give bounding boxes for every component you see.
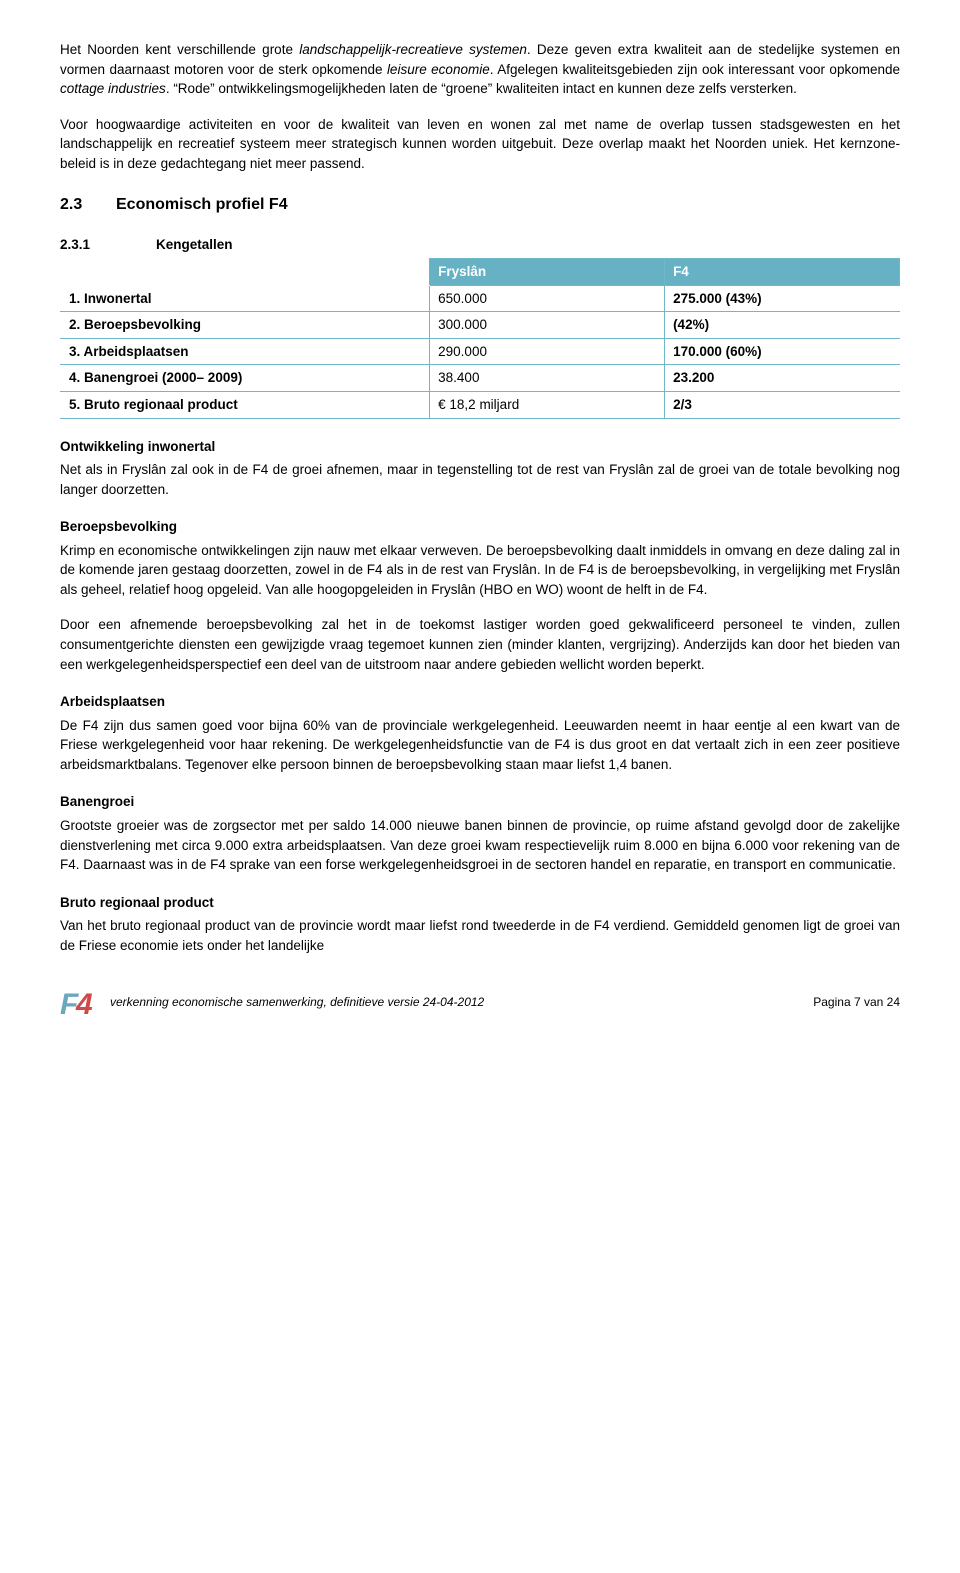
heading-banengroei: Banengroei <box>60 792 900 812</box>
subsection-heading: 2.3.1Kengetallen <box>60 235 900 255</box>
table-row: 3. Arbeidsplaatsen 290.000 170.000 (60%) <box>61 338 900 365</box>
heading-bruto: Bruto regionaal product <box>60 893 900 913</box>
table-cell: 2. Beroepsbevolking <box>61 312 430 339</box>
f4-logo-icon: F 4 <box>60 985 100 1013</box>
section-title: Economisch profiel F4 <box>116 196 288 213</box>
paragraph-intro-2: Voor hoogwaardige activiteiten en voor d… <box>60 115 900 174</box>
table-cell: 170.000 (60%) <box>665 338 900 365</box>
table-row: 1. Inwonertal 650.000 275.000 (43%) <box>61 285 900 312</box>
paragraph-intro-1: Het Noorden kent verschillende grote lan… <box>60 40 900 99</box>
table-header-f4: F4 <box>665 259 900 286</box>
table-cell: 1. Inwonertal <box>61 285 430 312</box>
table-cell: 5. Bruto regionaal product <box>61 391 430 418</box>
table-cell: 38.400 <box>430 365 665 392</box>
table-cell: 3. Arbeidsplaatsen <box>61 338 430 365</box>
table-cell: 650.000 <box>430 285 665 312</box>
subsection-number: 2.3.1 <box>60 235 156 255</box>
table-row: 5. Bruto regionaal product € 18,2 miljar… <box>61 391 900 418</box>
table-cell: 4. Banengroei (2000– 2009) <box>61 365 430 392</box>
table-cell: 300.000 <box>430 312 665 339</box>
paragraph-bruto: Van het bruto regionaal product van de p… <box>60 916 900 955</box>
footer-page-number: Pagina 7 van 24 <box>813 994 900 1013</box>
footer-left: F 4 verkenning economische samenwerking,… <box>60 985 484 1013</box>
heading-arbeidsplaatsen: Arbeidsplaatsen <box>60 692 900 712</box>
paragraph-beroeps-1: Krimp en economische ontwikkelingen zijn… <box>60 541 900 600</box>
heading-beroepsbevolking: Beroepsbevolking <box>60 517 900 537</box>
subsection-title: Kengetallen <box>156 237 233 252</box>
footer-doc-title: verkenning economische samenwerking, def… <box>110 994 484 1013</box>
heading-ontwikkeling: Ontwikkeling inwonertal <box>60 437 900 457</box>
paragraph-ontwikkeling: Net als in Fryslân zal ook in de F4 de g… <box>60 460 900 499</box>
section-number: 2.3 <box>60 193 116 216</box>
paragraph-beroeps-2: Door een afnemende beroepsbevolking zal … <box>60 615 900 674</box>
table-cell: 23.200 <box>665 365 900 392</box>
section-heading: 2.3Economisch profiel F4 <box>60 193 900 216</box>
table-row: 2. Beroepsbevolking 300.000 (42%) <box>61 312 900 339</box>
paragraph-arbeid: De F4 zijn dus samen goed voor bijna 60%… <box>60 716 900 775</box>
paragraph-banen: Grootste groeier was de zorgsector met p… <box>60 816 900 875</box>
table-cell: 275.000 (43%) <box>665 285 900 312</box>
table-cell: 290.000 <box>430 338 665 365</box>
page-footer: F 4 verkenning economische samenwerking,… <box>60 985 900 1013</box>
table-row: 4. Banengroei (2000– 2009) 38.400 23.200 <box>61 365 900 392</box>
table-header-empty <box>61 259 430 286</box>
table-cell: 2/3 <box>665 391 900 418</box>
table-cell: € 18,2 miljard <box>430 391 665 418</box>
kengetallen-table: Fryslân F4 1. Inwonertal 650.000 275.000… <box>60 258 900 418</box>
table-cell: (42%) <box>665 312 900 339</box>
table-header-fryslan: Fryslân <box>430 259 665 286</box>
